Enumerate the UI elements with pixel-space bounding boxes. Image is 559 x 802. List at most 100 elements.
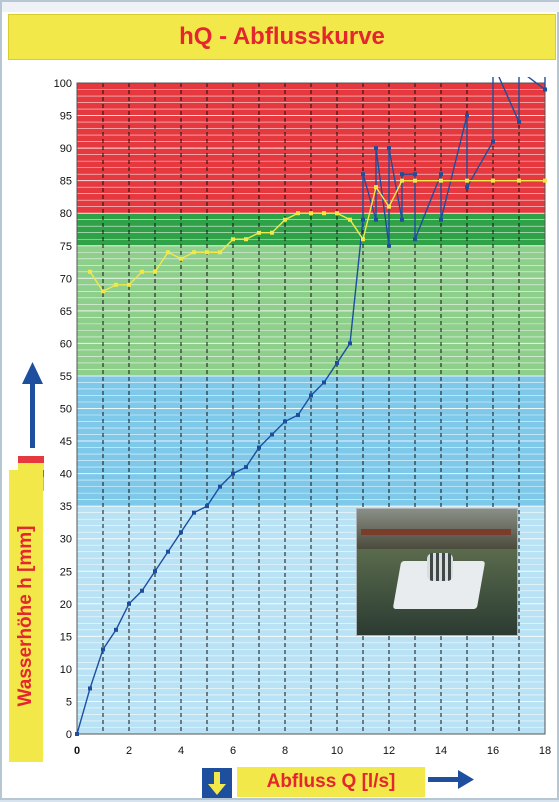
series-0-point [309,393,313,398]
series-1-point [166,250,170,255]
series-1-point [387,204,391,209]
x-tick-label: 8 [282,745,288,757]
series-0-point [361,217,365,222]
series-0-point [88,686,92,691]
x-tick-label: 18 [539,745,551,757]
series-0-point [114,627,118,632]
series-1-point [88,269,92,274]
series-1-point [413,178,417,183]
y-tick-label: 45 [60,436,72,448]
series-1-point [361,237,365,242]
series-0-point [127,601,131,606]
y-tick-label: 10 [60,664,72,676]
series-0-point [270,432,274,437]
y-axis-label-box: Wasserhöhe h [mm] [9,470,43,762]
y-tick-label: 85 [60,176,72,188]
x-tick-label: 16 [487,745,499,757]
series-0-point [387,146,391,151]
y-tick-label: 55 [60,371,72,383]
series-0-point [218,484,222,489]
y-tick-label: 20 [60,599,72,611]
y-tick-label: 15 [60,631,72,643]
series-0-point [192,510,196,515]
series-1-point [101,289,105,294]
arrow-right-icon-shaft [428,777,460,782]
series-0-point [400,172,404,177]
y-tick-label: 70 [60,273,72,285]
x-axis-label-box: Abfluss Q [l/s] [237,767,425,797]
series-0-point [296,413,300,418]
y-tick-label: 75 [60,241,72,253]
title-bar: hQ - Abflusskurve [8,14,556,60]
series-1-point [348,217,352,222]
y-tick-label: 60 [60,338,72,350]
x-tick-label: 6 [230,745,236,757]
y-tick-label: 65 [60,306,72,318]
y-tick-label: 95 [60,111,72,123]
y-tick-label: 35 [60,501,72,513]
x-tick-label: 4 [178,745,184,757]
photo-rim [361,529,511,535]
series-0-point [75,732,79,736]
y-tick-label: 100 [54,78,72,90]
series-0-point [153,569,157,574]
chart-title: hQ - Abflusskurve [179,23,385,50]
series-0-point [413,237,417,242]
series-1-point [114,282,118,287]
series-1-point [543,178,547,183]
series-0-point [465,185,469,190]
header-strip [2,2,559,12]
series-0-point [465,113,469,118]
x-tick-label: 10 [331,745,343,757]
series-1-point [127,282,131,287]
series-1-point [465,178,469,183]
series-0-point [166,549,170,554]
series-1-point [283,217,287,222]
y-tick-label: 50 [60,404,72,416]
plot-frame [76,82,546,735]
x-tick-label: 12 [383,745,395,757]
x-tick-label: 2 [126,745,132,757]
y-tick-label: 5 [66,696,72,708]
series-0-point [231,471,235,476]
series-1-point [205,250,209,255]
series-1-point [218,250,222,255]
series-1-point [270,230,274,235]
x-axis-label: Abfluss Q [l/s] [266,771,396,792]
series-0-point [348,341,352,346]
series-0-point [335,360,339,365]
series-0-point [400,217,404,222]
series-0-point [439,217,443,222]
series-1-point [374,185,378,190]
series-1-point [244,237,248,242]
drain-photo [356,508,518,636]
series-0-point [179,530,183,535]
series-0-point [283,419,287,424]
series-0-point [387,243,391,248]
series-0-point [205,504,209,509]
photo-drain [427,553,453,581]
arrow-up-icon-shaft [30,382,35,448]
series-1-point [400,178,404,183]
series-0-point [244,465,248,470]
y-tick-label: 25 [60,566,72,578]
series-1-point [335,211,339,216]
series-1-point [140,269,144,274]
arrow-right-icon [458,770,474,789]
x-tick-label: 14 [435,745,447,757]
series-0-point [101,647,105,652]
arrow-down-icon [202,768,232,798]
series-line-0 [77,77,546,734]
series-1-point [179,256,183,261]
y-axis-label: Wasserhöhe h [mm] [15,525,36,707]
series-0-point [361,172,365,177]
series-0-point [374,217,378,222]
legend-swatch-yellow [18,463,44,470]
arrow-up-icon [22,362,43,384]
series-0-point [517,120,521,125]
legend-swatch-red [18,456,44,463]
y-tick-label: 80 [60,208,72,220]
y-tick-label: 40 [60,469,72,481]
series-0-point [413,172,417,177]
